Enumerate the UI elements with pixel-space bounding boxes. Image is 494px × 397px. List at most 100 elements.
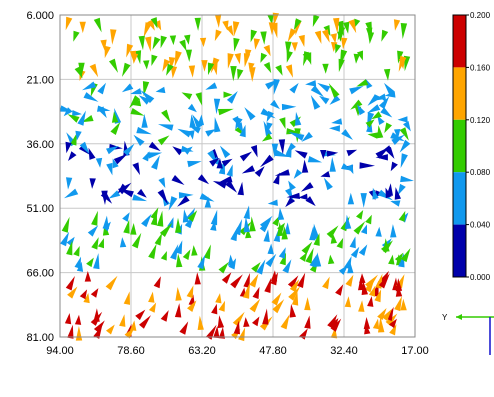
vector-arrow-icon [221, 272, 232, 284]
vector-arrow-icon [194, 272, 201, 285]
vector-arrow-icon [170, 66, 178, 79]
vector-arrow-icon [79, 141, 90, 155]
vector-arrow-icon [367, 296, 374, 307]
vector-arrow-icon [182, 209, 190, 223]
vector-arrow-icon [278, 247, 286, 259]
vector-arrow-icon [252, 316, 260, 327]
vector-arrow-icon [175, 287, 182, 301]
vector-arrow-icon [187, 160, 202, 168]
vector-arrow-icon [378, 273, 390, 289]
vector-arrow-icon [75, 130, 82, 141]
vector-arrow-icon [271, 292, 282, 306]
vector-arrow-icon [389, 324, 397, 336]
vector-arrow-icon [168, 196, 178, 211]
vector-arrow-icon [367, 132, 378, 139]
vector-arrow-icon [238, 327, 246, 342]
vector-arrow-icon [106, 324, 115, 335]
vector-arrow-icon [60, 231, 70, 247]
vector-arrow-icon [375, 226, 382, 237]
vector-arrow-icon [384, 122, 392, 134]
vector-arrow-icon [365, 119, 375, 128]
vector-arrow-icon [281, 103, 297, 111]
vector-arrow-icon [251, 262, 261, 273]
vector-arrow-icon [372, 187, 379, 200]
vector-arrow-icon [287, 28, 297, 42]
vector-arrow-icon [253, 38, 260, 50]
vector-arrow-icon [175, 217, 182, 233]
vector-arrow-icon [328, 254, 335, 265]
vector-arrow-icon [135, 309, 146, 321]
vector-arrow-icon [348, 19, 357, 34]
plot-frame [59, 14, 416, 338]
vector-arrow-icon [181, 92, 193, 100]
vector-arrow-icon [150, 210, 157, 226]
vector-arrow-icon [95, 157, 103, 168]
vector-arrow-icon [111, 111, 119, 123]
vector-arrow-icon [186, 285, 194, 299]
vector-arrow-icon [399, 139, 411, 153]
vector-arrow-icon [234, 53, 241, 65]
vector-arrow-icon [136, 126, 152, 135]
vector-arrow-icon [310, 95, 321, 110]
vector-arrow-icon [262, 308, 269, 325]
colorbar-segment [453, 224, 466, 277]
vector-arrow-icon [301, 241, 313, 255]
vector-arrow-icon [142, 151, 150, 162]
vector-arrow-icon [281, 226, 288, 240]
vector-arrow-icon [250, 29, 258, 43]
vector-arrow-icon [73, 246, 80, 257]
vector-arrow-icon [293, 18, 302, 31]
vector-arrow-icon [75, 326, 83, 341]
vector-arrow-icon [101, 190, 108, 205]
vector-arrow-icon [356, 50, 363, 61]
vector-arrow-icon [210, 209, 218, 226]
vector-arrow-icon [222, 20, 229, 31]
vector-arrow-icon [199, 193, 215, 202]
vector-arrow-icon [343, 21, 350, 34]
y-tick-label: 6.000 [26, 10, 54, 22]
vector-arrow-icon [270, 99, 280, 110]
vector-arrow-icon [81, 115, 94, 123]
vector-arrow-icon [113, 153, 128, 165]
vector-arrow-icon [233, 320, 240, 335]
axis-ticks: 94.00 78.60 63.20 47.80 32.40 17.00 6.000 21.00… [26, 10, 428, 357]
colorbar-tick-label: 0.120 [470, 116, 491, 125]
vector-arrow-icon [157, 189, 169, 205]
vector-arrow-icon [72, 110, 82, 117]
vector-arrow-icon [148, 243, 157, 259]
vector-arrow-icon [331, 118, 343, 125]
vector-arrow-icon [151, 155, 160, 170]
vector-arrow-icon [197, 114, 204, 126]
vector-arrow-icon [272, 12, 279, 25]
vector-arrow-icon [187, 103, 197, 113]
vector-arrow-icon [403, 55, 411, 72]
vector-arrow-icon [239, 151, 253, 162]
vector-arrow-icon [65, 16, 73, 31]
vector-arrow-icon [74, 66, 83, 79]
vector-arrow-icon [97, 105, 111, 112]
vector-arrow-icon [335, 43, 342, 54]
vector-arrow-icon [161, 109, 171, 123]
vector-arrow-icon [160, 310, 169, 322]
vector-arrow-icon [358, 244, 368, 256]
vector-arrow-icon [93, 17, 102, 33]
vector-arrow-icon [366, 104, 381, 114]
vector-arrow-icon [87, 225, 99, 237]
vector-arrow-icon [205, 129, 217, 137]
vector-arrow-icon [353, 53, 360, 64]
vector-arrow-icon [228, 258, 237, 270]
vector-arrow-icon [314, 30, 322, 44]
vector-arrow-icon [400, 298, 407, 311]
vector-arrow-icon [305, 80, 317, 87]
y-tick-label: 66.00 [26, 268, 54, 280]
vector-arrow-icon [267, 199, 278, 206]
vector-arrow-icon [65, 141, 72, 154]
vector-arrow-icon [67, 286, 78, 299]
vector-arrow-icon [148, 291, 155, 303]
vector-arrow-icon [93, 253, 100, 270]
vector-arrow-icon [160, 251, 167, 261]
vector-arrow-icon [243, 205, 250, 220]
x-tick-label: 47.80 [259, 345, 287, 357]
y-tick-label: 51.00 [26, 203, 54, 215]
vector-arrow-icon [313, 233, 320, 246]
